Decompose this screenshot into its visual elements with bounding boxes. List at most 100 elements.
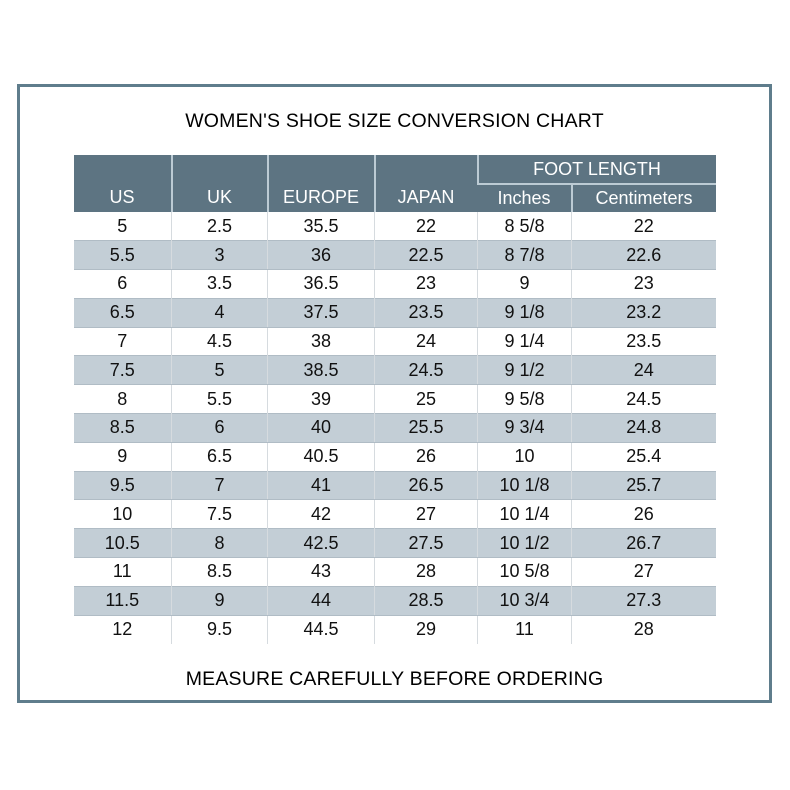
cell: 8 5/8 bbox=[477, 212, 572, 241]
table-row: 12 9.5 44.5 29 11 28 bbox=[73, 615, 716, 644]
cell: 11.5 bbox=[73, 585, 172, 616]
cell: 9 3/4 bbox=[477, 413, 572, 443]
cell: 36.5 bbox=[267, 269, 375, 299]
cell: 2.5 bbox=[171, 212, 268, 241]
table-row: 11 8.5 43 28 10 5/8 27 bbox=[73, 557, 716, 587]
cell: 40.5 bbox=[267, 442, 375, 472]
cell: 10 bbox=[73, 499, 172, 529]
cell: 23.2 bbox=[571, 297, 716, 328]
cell: 22 bbox=[374, 212, 478, 241]
conversion-table: US UK EUROPE JAPAN FOOT LENGTH Inches Ce… bbox=[73, 155, 716, 644]
cell: 10 1/8 bbox=[477, 470, 572, 501]
cell: 11 bbox=[477, 615, 572, 644]
cell: 7.5 bbox=[171, 499, 268, 529]
header-row-group: US UK EUROPE JAPAN FOOT LENGTH bbox=[73, 155, 716, 212]
cell: 9 1/4 bbox=[477, 327, 572, 356]
table-header: US UK EUROPE JAPAN FOOT LENGTH Inches Ce… bbox=[73, 155, 716, 212]
cell: 24.5 bbox=[571, 384, 716, 414]
cell: 9 bbox=[477, 269, 572, 299]
cell: 9 bbox=[171, 585, 268, 616]
column-group-foot-length: FOOT LENGTH bbox=[476, 155, 716, 185]
cell: 24 bbox=[374, 327, 478, 356]
cell: 6 bbox=[171, 413, 268, 443]
table-row: 10.5 8 42.5 27.5 10 1/2 26.7 bbox=[73, 528, 716, 559]
cell: 27 bbox=[374, 499, 478, 529]
cell: 22 bbox=[571, 212, 716, 241]
chart-title: WOMEN'S SHOE SIZE CONVERSION CHART bbox=[185, 110, 604, 132]
cell: 4.5 bbox=[171, 327, 268, 356]
chart-frame: WOMEN'S SHOE SIZE CONVERSION CHART US UK… bbox=[17, 84, 772, 703]
cell: 10 3/4 bbox=[477, 585, 572, 616]
column-header-japan: JAPAN bbox=[373, 155, 478, 212]
cell: 23 bbox=[374, 269, 478, 299]
table-row: 9 6.5 40.5 26 10 25.4 bbox=[73, 442, 716, 472]
cell: 9 bbox=[73, 442, 172, 472]
cell: 5.5 bbox=[171, 384, 268, 414]
cell: 8 bbox=[171, 528, 268, 559]
cell: 24 bbox=[571, 355, 716, 386]
cell: 7 bbox=[171, 470, 268, 501]
column-header-centimeters: Centimeters bbox=[570, 184, 716, 212]
cell: 40 bbox=[267, 413, 375, 443]
cell: 26 bbox=[374, 442, 478, 472]
cell: 11 bbox=[73, 557, 172, 587]
cell: 5 bbox=[171, 355, 268, 386]
cell: 24.5 bbox=[374, 355, 478, 386]
cell: 23.5 bbox=[374, 297, 478, 328]
column-header-inches: Inches bbox=[477, 184, 572, 212]
cell: 28 bbox=[571, 615, 716, 644]
cell: 37.5 bbox=[267, 297, 375, 328]
cell: 26 bbox=[571, 499, 716, 529]
cell: 36 bbox=[267, 240, 375, 271]
cell: 25 bbox=[374, 384, 478, 414]
table-row: 6.5 4 37.5 23.5 9 1/8 23.2 bbox=[73, 297, 716, 328]
table-row: 9.5 7 41 26.5 10 1/8 25.7 bbox=[73, 470, 716, 501]
cell: 43 bbox=[267, 557, 375, 587]
cell: 28.5 bbox=[374, 585, 478, 616]
cell: 8.5 bbox=[73, 413, 172, 443]
cell: 7 bbox=[73, 327, 172, 356]
table-row: 11.5 9 44 28.5 10 3/4 27.3 bbox=[73, 585, 716, 616]
table-row: 7 4.5 38 24 9 1/4 23.5 bbox=[73, 327, 716, 356]
table-row: 7.5 5 38.5 24.5 9 1/2 24 bbox=[73, 355, 716, 386]
cell: 44.5 bbox=[267, 615, 375, 644]
cell: 10 bbox=[477, 442, 572, 472]
table-body: 5 2.5 35.5 22 8 5/8 22 5.5 3 36 22.5 8 7/8 22.6 6 3.5… bbox=[73, 212, 716, 644]
cell: 9 1/8 bbox=[477, 297, 572, 328]
cell: 5 bbox=[73, 212, 172, 241]
cell: 22.5 bbox=[374, 240, 478, 271]
cell: 3 bbox=[171, 240, 268, 271]
cell: 22.6 bbox=[571, 240, 716, 271]
cell: 10 1/2 bbox=[477, 528, 572, 559]
cell: 42.5 bbox=[267, 528, 375, 559]
cell: 26.5 bbox=[374, 470, 478, 501]
cell: 27.5 bbox=[374, 528, 478, 559]
cell: 8 7/8 bbox=[477, 240, 572, 271]
cell: 3.5 bbox=[171, 269, 268, 299]
cell: 10 1/4 bbox=[477, 499, 572, 529]
cell: 25.7 bbox=[571, 470, 716, 501]
table-row: 10 7.5 42 27 10 1/4 26 bbox=[73, 499, 716, 529]
cell: 9 1/2 bbox=[477, 355, 572, 386]
column-header-europe: EUROPE bbox=[266, 155, 375, 212]
cell: 23.5 bbox=[571, 327, 716, 356]
cell: 6.5 bbox=[171, 442, 268, 472]
cell: 38 bbox=[267, 327, 375, 356]
table-row: 6 3.5 36.5 23 9 23 bbox=[73, 269, 716, 299]
cell: 7.5 bbox=[73, 355, 172, 386]
cell: 26.7 bbox=[571, 528, 716, 559]
cell: 28 bbox=[374, 557, 478, 587]
cell: 44 bbox=[267, 585, 375, 616]
table-row: 5 2.5 35.5 22 8 5/8 22 bbox=[73, 212, 716, 241]
cell: 12 bbox=[73, 615, 172, 644]
cell: 5.5 bbox=[73, 240, 172, 271]
cell: 4 bbox=[171, 297, 268, 328]
table-row: 5.5 3 36 22.5 8 7/8 22.6 bbox=[73, 240, 716, 271]
cell: 8 bbox=[73, 384, 172, 414]
cell: 29 bbox=[374, 615, 478, 644]
cell: 10.5 bbox=[73, 528, 172, 559]
cell: 9 5/8 bbox=[477, 384, 572, 414]
cell: 6 bbox=[73, 269, 172, 299]
cell: 10 5/8 bbox=[477, 557, 572, 587]
cell: 9.5 bbox=[73, 470, 172, 501]
